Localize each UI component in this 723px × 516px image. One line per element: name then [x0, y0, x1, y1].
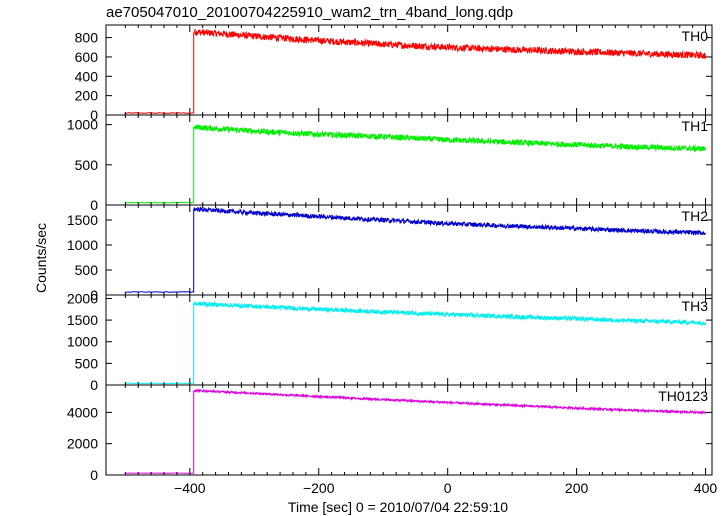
series-label-th0123: TH0123 — [658, 388, 708, 404]
series-line-th0 — [124, 28, 707, 115]
panel-frame — [105, 24, 713, 116]
y-tick-label: 500 — [75, 157, 99, 173]
panel-th1: 0 500 1000 TH1 — [67, 114, 713, 213]
y-tick-label: 600 — [75, 49, 99, 65]
series-label-th3: TH3 — [682, 298, 709, 314]
x-tick-label: 200 — [565, 480, 589, 496]
chart-title: ae705047010_20100704225910_wam2_trn_4ban… — [106, 4, 513, 21]
x-tick-label: −400 — [174, 480, 206, 496]
panel-frame — [105, 294, 713, 386]
panels-group: 0 200 400 600 800 TH0 0 500 1000 TH1 0 500 1000 1500 T… — [67, 24, 718, 496]
series-label-th1: TH1 — [682, 118, 709, 134]
y-tick-label: 400 — [75, 68, 99, 84]
y-tick-label: 0 — [90, 377, 98, 393]
series-line-th1 — [124, 124, 707, 204]
panel-frame — [105, 384, 713, 476]
y-tick-label: 0 — [90, 467, 98, 483]
y-tick-label: 2000 — [67, 290, 98, 306]
y-tick-label: 4000 — [67, 404, 98, 420]
y-tick-label: 1500 — [67, 212, 98, 228]
y-tick-label: 0 — [90, 287, 98, 303]
x-tick-label: −200 — [303, 480, 335, 496]
x-axis-label: Time [sec] 0 = 2010/07/04 22:59:10 — [288, 499, 508, 515]
y-axis-label: Counts/sec — [33, 223, 49, 293]
series-line-th3 — [124, 300, 707, 385]
y-tick-label: 1500 — [67, 312, 98, 328]
y-tick-label: 1000 — [67, 334, 98, 350]
panel-frame — [105, 204, 713, 296]
y-tick-label: 500 — [75, 355, 99, 371]
series-line-th2 — [124, 206, 706, 293]
y-tick-label: 0 — [90, 107, 98, 123]
y-tick-label: 1000 — [67, 117, 98, 133]
x-tick-label: 0 — [444, 480, 452, 496]
y-tick-label: 2000 — [67, 436, 98, 452]
panel-th0123: 0 2000 4000 TH0123 — [67, 384, 713, 483]
y-tick-label: 500 — [75, 262, 99, 278]
series-label-th2: TH2 — [682, 208, 709, 224]
y-tick-label: 200 — [75, 88, 99, 104]
series-label-th0: TH0 — [682, 28, 709, 44]
panel-th3: 0 500 1000 1500 2000 TH3 — [67, 290, 713, 393]
y-tick-label: 1000 — [67, 237, 98, 253]
panel-th2: 0 500 1000 1500 TH2 — [67, 204, 713, 303]
series-line-th0123 — [124, 388, 707, 474]
panel-th0: 0 200 400 600 800 TH0 — [75, 24, 713, 123]
x-tick-label: 400 — [694, 480, 718, 496]
y-tick-label: 800 — [75, 30, 99, 46]
y-tick-label: 0 — [90, 197, 98, 213]
